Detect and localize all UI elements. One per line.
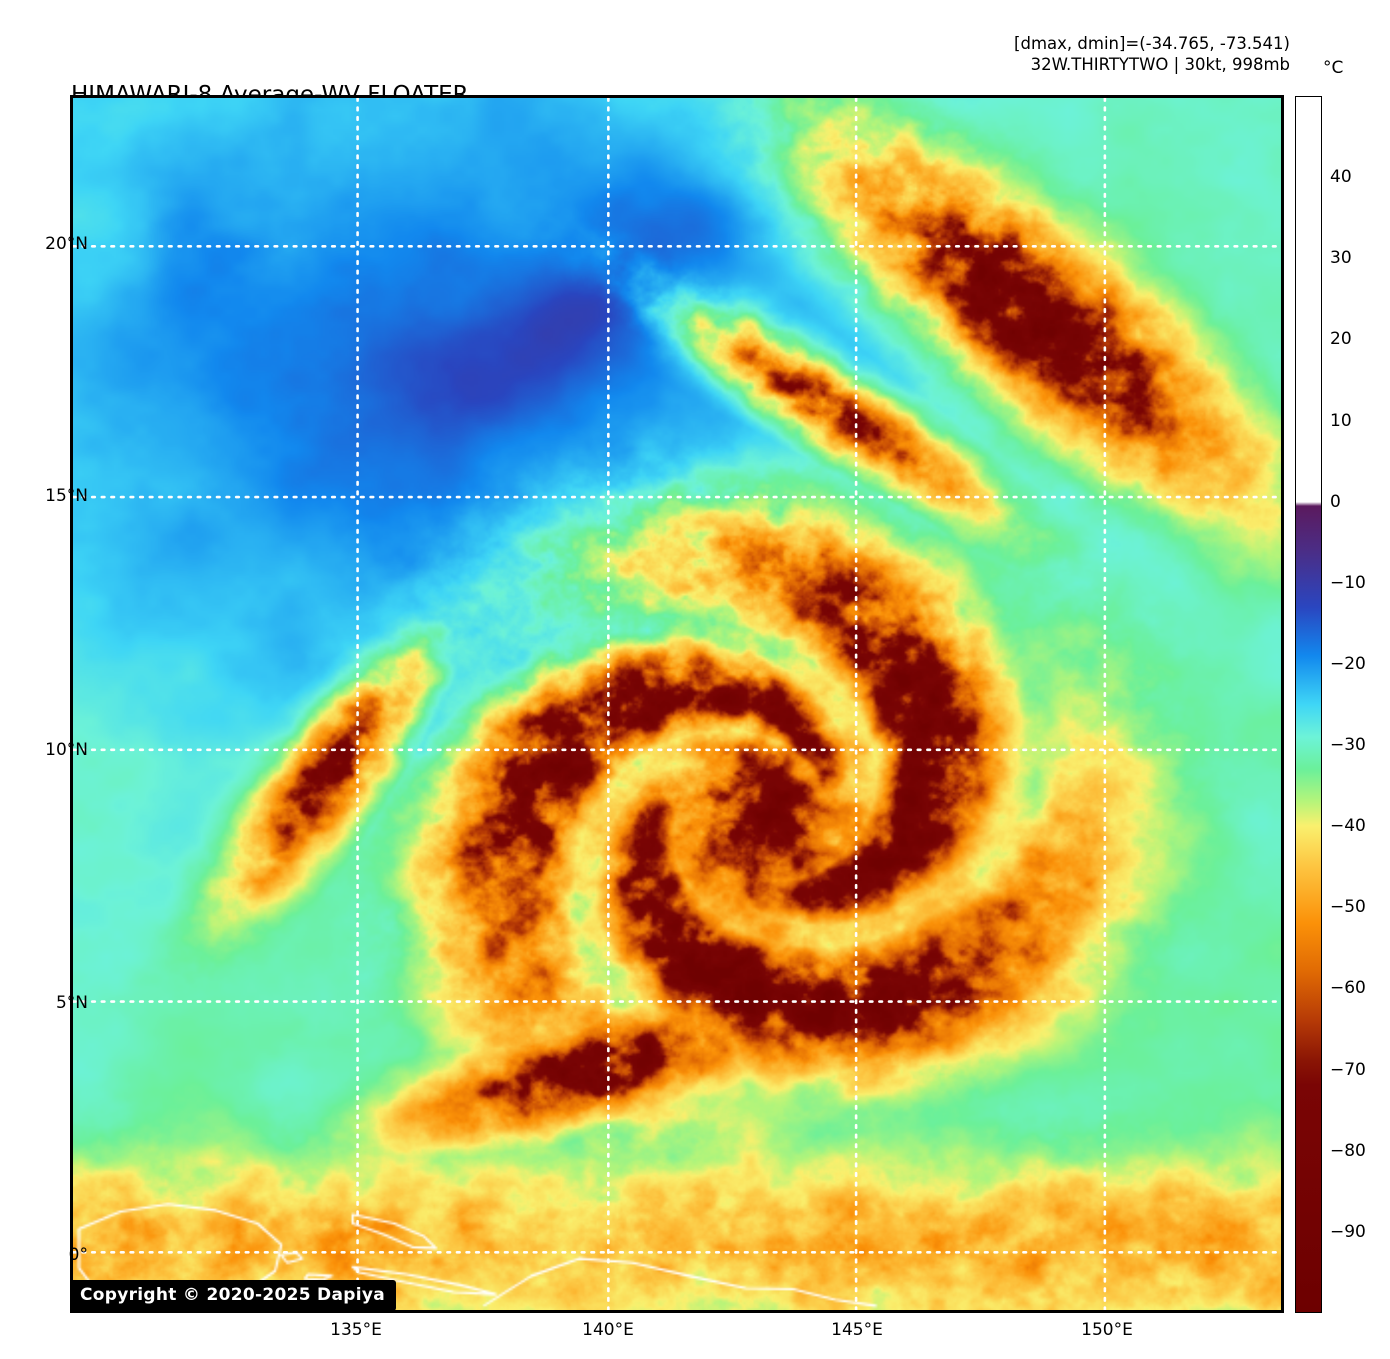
colorbar[interactable]	[1295, 96, 1322, 1313]
y-axis-tick-label: 15°N	[45, 486, 88, 506]
y-axis-tick-label: 10°N	[45, 740, 88, 760]
x-axis-tick-label: 145°E	[831, 1320, 883, 1340]
colorbar-tick-label: 40	[1330, 167, 1352, 188]
y-axis-tick-label: 0°	[68, 1245, 88, 1265]
x-axis-tick-label: 140°E	[582, 1320, 634, 1340]
colorbar-tick-label: −50	[1330, 897, 1366, 918]
colorbar-tick-label: 10	[1330, 410, 1352, 431]
satellite-image-plot[interactable]: Copyright © 2020-2025 Dapiya	[70, 95, 1284, 1313]
x-axis-tick-label: 135°E	[330, 1320, 382, 1340]
colorbar-tick-label: −90	[1330, 1221, 1366, 1242]
colorbar-unit-label: °C	[1323, 58, 1344, 78]
colorbar-tick-label: −80	[1330, 1140, 1366, 1161]
colorbar-tick-label: 20	[1330, 329, 1352, 350]
copyright-badge: Copyright © 2020-2025 Dapiya	[73, 1280, 396, 1310]
y-axis-tick-label: 20°N	[45, 234, 88, 254]
colorbar-tick-label: −20	[1330, 653, 1366, 674]
storm-info-label: 32W.THIRTYTWO | 30kt, 998mb	[1030, 55, 1290, 75]
colorbar-tick-label: −30	[1330, 735, 1366, 756]
satellite-imagery-canvas	[73, 98, 1281, 1310]
x-axis-tick-label: 150°E	[1081, 1320, 1133, 1340]
colorbar-tick-label: −70	[1330, 1059, 1366, 1080]
colorbar-gradient	[1296, 97, 1321, 1312]
colorbar-tick-label: 30	[1330, 248, 1352, 269]
colorbar-tick-label: −10	[1330, 572, 1366, 593]
data-range-label: [dmax, dmin]=(-34.765, -73.541)	[1014, 34, 1290, 53]
colorbar-tick-label: 0	[1330, 491, 1341, 512]
product-title: HIMAWARI-8 Average-WV FLOATER	[71, 81, 469, 111]
metadata-block: [dmax, dmin]=(-34.765, -73.541) 32W.THIR…	[1014, 33, 1290, 76]
colorbar-tick-label: −60	[1330, 978, 1366, 999]
y-axis-tick-label: 5°N	[55, 993, 88, 1013]
colorbar-tick-label: −40	[1330, 816, 1366, 837]
